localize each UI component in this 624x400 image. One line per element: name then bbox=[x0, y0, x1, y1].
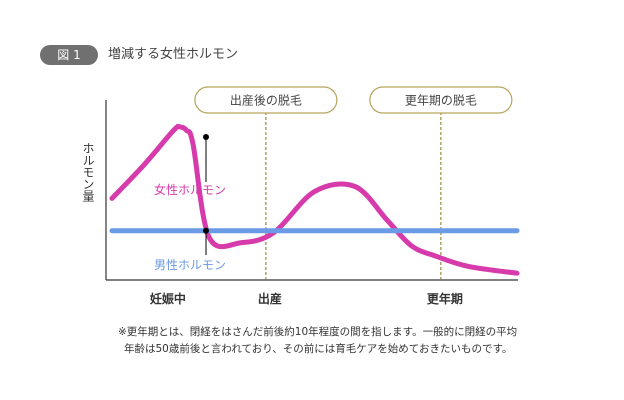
x-tick-label-3: 更年期 bbox=[427, 291, 463, 306]
figure-title: 増減する女性ホルモン bbox=[108, 47, 239, 62]
event-label-1: 出産後の脱毛 bbox=[230, 93, 302, 108]
x-tick-label-1: 妊娠中 bbox=[150, 291, 186, 306]
x-tick-labels: 妊娠中 出産 更年期 bbox=[150, 291, 463, 306]
y-axis-label: ホルモン量 bbox=[81, 142, 95, 202]
series-line-1 bbox=[109, 123, 520, 276]
footnote-line-1: ※更年期とは、閉経をはさんだ前後約10年程度の間を指します。一般的に閉経の平均 bbox=[118, 326, 518, 338]
series-label-1: 女性ホルモン bbox=[154, 182, 226, 197]
event-pill-2 bbox=[369, 86, 513, 114]
footnote-line-2: 年齢は50歳前後と言われており、その前には育毛ケアを始めておきたいものです。 bbox=[124, 343, 513, 355]
event-pill-1 bbox=[194, 86, 338, 114]
figure-number-badge: 図 1 bbox=[40, 45, 98, 65]
series-label-2: 男性ホルモン bbox=[154, 258, 226, 272]
x-tick-label-2: 出産 bbox=[258, 291, 282, 306]
event-markers: 出産後の脱毛 更年期の脱毛 bbox=[194, 86, 513, 279]
footnote: ※更年期とは、閉経をはさんだ前後約10年程度の間を指します。一般的に閉経の平均 … bbox=[118, 324, 578, 358]
event-label-2: 更年期の脱毛 bbox=[405, 93, 477, 108]
